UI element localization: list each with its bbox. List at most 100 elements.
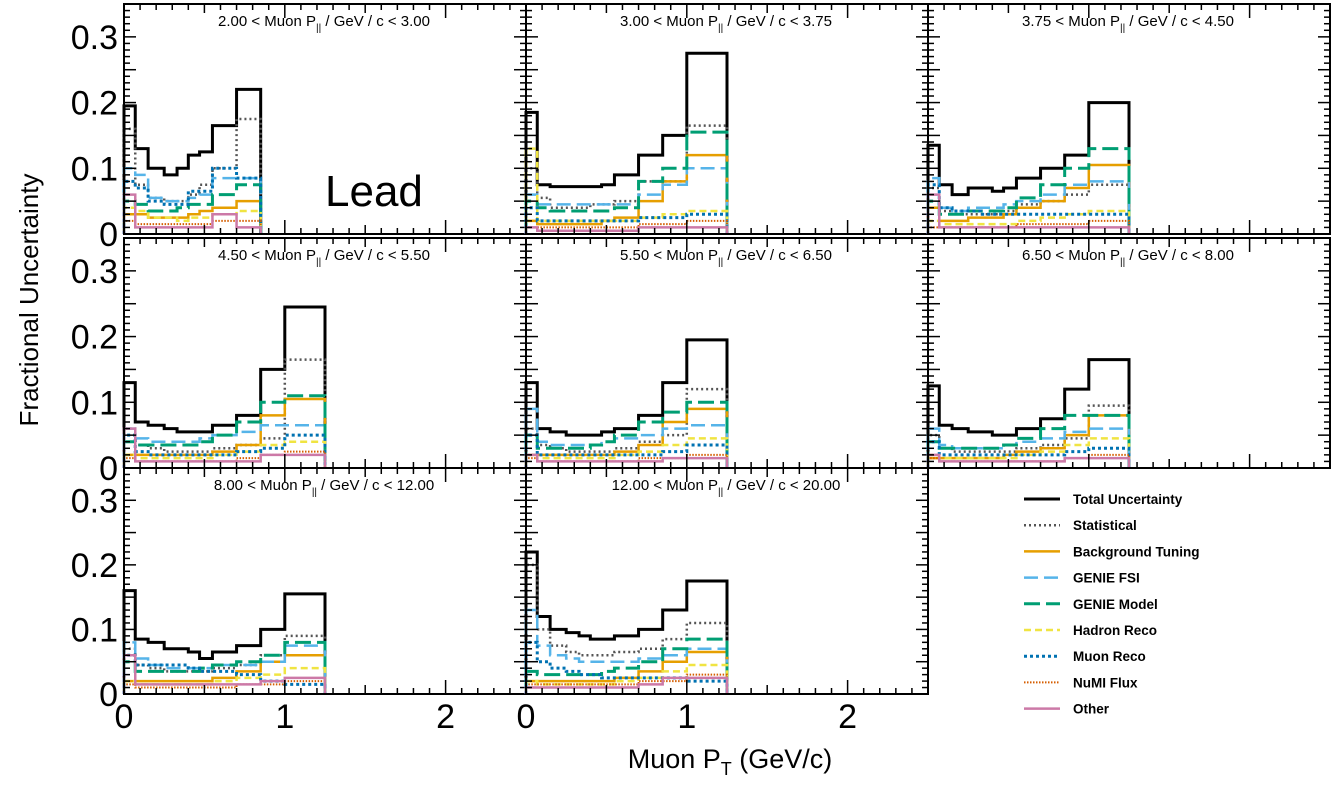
series-line-hadron-reco [524, 663, 729, 694]
panel-title-sub: || [312, 487, 317, 498]
series-line-genie-fsi [122, 167, 262, 234]
x-axis-label-sub: T [721, 759, 732, 779]
panel-title-sub: || [316, 257, 321, 268]
series-line-background-tuning [926, 163, 1131, 234]
series-line-numi-flux [525, 673, 728, 694]
panel-7: 8.00 < Muon P|| / GeV / c < 12.00 0 0.1 0.2… [71, 467, 527, 736]
series-line-other [122, 427, 327, 468]
series-line-genie-model [122, 394, 327, 468]
series-line-muon-reco [122, 166, 263, 234]
panel-frame [927, 237, 1331, 469]
panel-title-post: / GeV / c < 8.00 [1125, 247, 1234, 264]
y-tick-label: 0.1 [71, 384, 118, 422]
series-line-genie-fsi [926, 427, 1131, 468]
panel-title-post: / GeV / c < 12.00 [317, 477, 434, 494]
series-line-genie-fsi [122, 424, 327, 468]
panel-grid: 2.00 < Muon P|| / GeV / c < 3.00 0 0.1 0.2 0… [71, 3, 1331, 736]
panel-title: 4.50 < Muon P|| / GeV / c < 5.50 [218, 247, 430, 268]
series-line-genie-model [926, 147, 1131, 234]
panel-title-pre: 5.50 < Muon P [620, 247, 718, 264]
x-tick-label: 1 [677, 698, 696, 736]
series-line-total-uncertainty [926, 358, 1131, 468]
panel-3: 3.75 < Muon P|| / GeV / c < 4.50 [926, 3, 1331, 235]
legend-label: Statistical [1073, 518, 1137, 533]
series-line-total-uncertainty [524, 550, 729, 694]
series-line-statistical [926, 404, 1131, 468]
panel-title-sub: || [316, 23, 321, 34]
legend-label: NuMI Flux [1073, 675, 1138, 690]
panel-title-pre: 3.75 < Muon P [1022, 13, 1120, 30]
series-line-statistical [524, 387, 729, 468]
panel-8: 12.00 < Muon P|| / GeV / c < 20.00 0 1 2 [517, 467, 929, 736]
legend-label: Hadron Reco [1073, 623, 1157, 638]
x-tick-label: 1 [275, 698, 294, 736]
panel-title-post: / GeV / c < 3.75 [723, 13, 832, 30]
legend-label: GENIE FSI [1073, 571, 1140, 586]
y-tick-label: 0 [99, 216, 118, 254]
series-line-other [926, 453, 1131, 468]
series-line-background-tuning [122, 397, 327, 468]
series-line-other [122, 193, 262, 234]
panel-title-post: / GeV / c < 5.50 [321, 247, 430, 264]
series-line-muon-reco [122, 653, 327, 694]
series-line-muon-reco [926, 440, 1131, 468]
series-line-other [926, 193, 1131, 234]
y-tick-label: 0.2 [71, 85, 118, 123]
legend: Total Uncertainty Statistical Background T… [1024, 492, 1200, 717]
x-axis-label-main: Muon P [628, 744, 721, 774]
y-tick-label: 0.2 [71, 319, 118, 357]
y-axis-label: Fractional Uncertainty [14, 174, 44, 427]
series-line-total-uncertainty [524, 51, 729, 234]
panel-title: 12.00 < Muon P|| / GeV / c < 20.00 [612, 477, 841, 498]
y-tick-label: 0.1 [71, 611, 118, 649]
panel-title: 6.50 < Muon P|| / GeV / c < 8.00 [1022, 247, 1234, 268]
y-tick-label: 0.2 [71, 547, 118, 585]
series-line-total-uncertainty [122, 589, 327, 694]
panel-title-sub: || [718, 487, 723, 498]
panel-title: 5.50 < Muon P|| / GeV / c < 6.50 [620, 247, 832, 268]
panel-frame [525, 467, 929, 695]
panel-title-pre: 3.00 < Muon P [620, 13, 718, 30]
panel-title-post: / GeV / c < 20.00 [723, 477, 840, 494]
x-tick-label: 2 [436, 698, 455, 736]
series-line-genie-model [524, 637, 729, 694]
series-line-genie-model [524, 400, 729, 468]
panel-1: 2.00 < Muon P|| / GeV / c < 3.00 0 0.1 0.2 0… [71, 3, 527, 254]
x-tick-label: 0 [115, 698, 134, 736]
panel-frame [927, 3, 1331, 235]
series-line-muon-reco [524, 433, 729, 468]
series-line-genie-model [524, 130, 729, 234]
series-line-total-uncertainty [122, 305, 327, 468]
series-line-statistical [524, 563, 729, 694]
panel-title-sub: || [1120, 257, 1125, 268]
legend-label: Background Tuning [1073, 544, 1200, 559]
panel-6: 6.50 < Muon P|| / GeV / c < 8.00 [926, 237, 1331, 469]
series-line-muon-reco [524, 206, 729, 234]
series-line-other [524, 676, 729, 694]
series-line-total-uncertainty [122, 87, 263, 234]
series-line-other [524, 226, 729, 234]
panel-title-sub: || [718, 257, 723, 268]
legend-label: Total Uncertainty [1073, 492, 1183, 507]
series-line-background-tuning [122, 199, 262, 234]
series-line-genie-fsi [524, 407, 729, 468]
y-tick-label: 0.1 [71, 150, 118, 188]
panel-title-pre: 2.00 < Muon P [218, 13, 316, 30]
x-axis-label: Muon PT (GeV/c) [628, 744, 833, 779]
y-tick-label: 0 [99, 450, 118, 488]
series-line-background-tuning [524, 650, 729, 694]
panel-title-sub: || [1120, 23, 1125, 34]
legend-label: Muon Reco [1073, 649, 1146, 664]
series-line-total-uncertainty [524, 338, 729, 468]
panel-title-pre: 4.50 < Muon P [218, 247, 316, 264]
panel-title: 2.00 < Muon P|| / GeV / c < 3.00 [218, 13, 430, 34]
series-line-total-uncertainty [926, 101, 1131, 234]
panel-title: 8.00 < Muon P|| / GeV / c < 12.00 [214, 477, 434, 498]
legend-label: Other [1073, 702, 1110, 717]
x-tick-label: 0 [517, 698, 536, 736]
y-tick-label: 0 [99, 676, 118, 714]
y-tick-label: 0.3 [71, 253, 118, 291]
y-tick-label: 0.3 [71, 19, 118, 57]
